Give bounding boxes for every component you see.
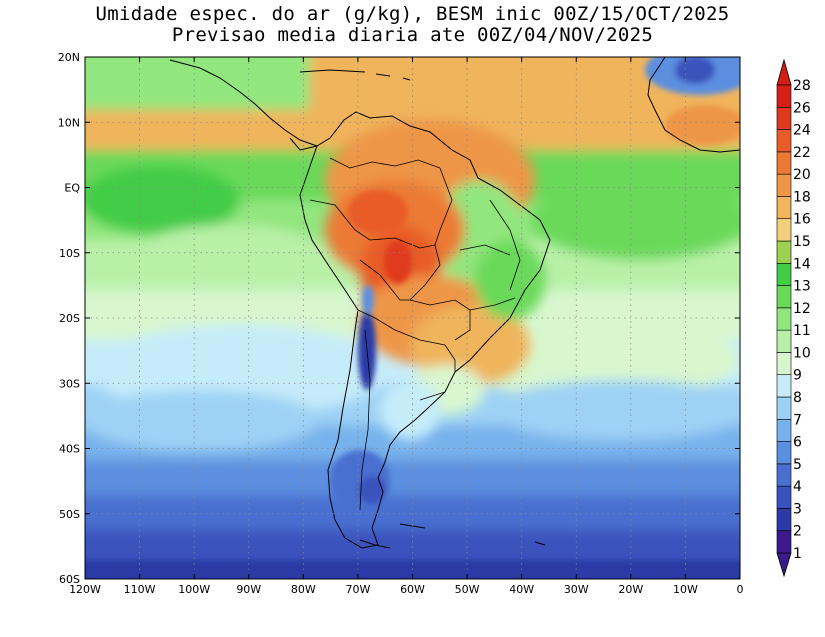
- colorbar-swatch: [776, 374, 792, 398]
- south-america-coastline: [299, 111, 551, 549]
- gridlines: [85, 57, 740, 579]
- colorbar-swatch: [776, 129, 792, 153]
- lon-tick-label: 80W: [291, 583, 316, 596]
- colorbar-swatch: [776, 240, 792, 264]
- lon-tick-label: 90W: [236, 583, 261, 596]
- caribbean-islands: [299, 69, 411, 81]
- colorbar-swatch: [776, 418, 792, 442]
- title-line-1: Umidade espec. do ar (g/kg), BESM inic 0…: [95, 3, 730, 25]
- colorbar-label: 14: [793, 256, 811, 272]
- lat-tick-label: 30S: [59, 377, 80, 390]
- lon-tick-label: 0: [737, 583, 744, 596]
- colorbar-swatch: [776, 530, 792, 554]
- colorbar-swatch: [776, 84, 792, 108]
- colorbar-label: 11: [793, 323, 811, 339]
- lat-axis: 20N 10N EQ 10S 20S 30S 40S 50S 60S: [58, 51, 740, 586]
- lat-tick-label: 20N: [58, 51, 80, 64]
- colorbar-swatch: [776, 106, 792, 130]
- colorbar-swatch: [776, 218, 792, 242]
- coastlines: [169, 57, 740, 549]
- lat-tick-label: 50S: [59, 508, 80, 521]
- lon-tick-label: 70W: [345, 583, 370, 596]
- colorbar-label: 3: [793, 501, 802, 517]
- lat-tick-label: 60S: [59, 573, 80, 586]
- lat-tick-label: 20S: [59, 312, 80, 325]
- lat-tick-label: 10S: [59, 247, 80, 260]
- lon-tick-label: 60W: [400, 583, 425, 596]
- lon-tick-label: 120W: [69, 583, 101, 596]
- lat-tick-label: 10N: [58, 116, 80, 129]
- africa-coastline: [647, 57, 740, 153]
- colorbar-swatch: [776, 396, 792, 420]
- lon-tick-label: 100W: [178, 583, 210, 596]
- colorbar-swatch: [776, 307, 792, 331]
- colorbar-swatch: [776, 151, 792, 175]
- title-line-2: Previsao media diaria ate 00Z/04/NOV/202…: [171, 24, 654, 46]
- colorbar-swatch: [776, 508, 792, 532]
- colorbar-swatch: [776, 463, 792, 487]
- colorbar-swatch: [776, 173, 792, 197]
- colorbar-label: 2: [793, 524, 802, 540]
- colorbar-label: 5: [793, 457, 802, 473]
- colorbar-label: 18: [793, 189, 811, 205]
- lon-tick-label: 30W: [564, 583, 589, 596]
- colorbar-label: 22: [793, 145, 811, 161]
- colorbar-swatch: [776, 262, 792, 286]
- colorbar-label: 4: [793, 479, 802, 495]
- colorbar-label: 12: [793, 301, 811, 317]
- lon-tick-label: 20W: [618, 583, 643, 596]
- colorbar-swatch: [776, 329, 792, 353]
- colorbar-arrow-top: [776, 58, 792, 86]
- colorbar-label: 6: [793, 435, 802, 451]
- colorbar-swatch: [776, 352, 792, 376]
- colorbar-label: 8: [793, 390, 802, 406]
- colorbar-label: 28: [793, 78, 811, 94]
- colorbar-swatch: [776, 196, 792, 220]
- lon-axis: 120W 110W 100W 90W 80W 70W 60W 50W 40W 30W 20W 10W 0: [69, 57, 744, 596]
- country-borders: [309, 157, 521, 511]
- colorbar-swatch: [776, 485, 792, 509]
- falkland-islands: [534, 541, 546, 546]
- lat-tick-label: EQ: [64, 182, 80, 195]
- lon-tick-label: 10W: [673, 583, 698, 596]
- lat-tick-label: 40S: [59, 443, 80, 456]
- lon-tick-label: 110W: [124, 583, 156, 596]
- colorbar-label: 26: [793, 100, 811, 116]
- colorbar-swatch: [776, 285, 792, 309]
- colorbar-label: 7: [793, 412, 802, 428]
- colorbar-label: 9: [793, 368, 802, 384]
- colorbar-label: 1: [793, 546, 802, 562]
- lon-tick-label: 50W: [455, 583, 480, 596]
- colorbar-label: 16: [793, 212, 811, 228]
- lon-tick-label: 40W: [509, 583, 534, 596]
- colorbar-label: 24: [793, 123, 811, 139]
- central-america-coastline: [169, 59, 318, 151]
- colorbar-label: 15: [793, 234, 811, 250]
- colorbar-label: 20: [793, 167, 811, 183]
- colorbar-swatch: [776, 441, 792, 465]
- colorbar-label: 10: [793, 345, 811, 361]
- colorbar-arrow-bottom: [776, 552, 792, 578]
- colorbar-label: 13: [793, 279, 811, 295]
